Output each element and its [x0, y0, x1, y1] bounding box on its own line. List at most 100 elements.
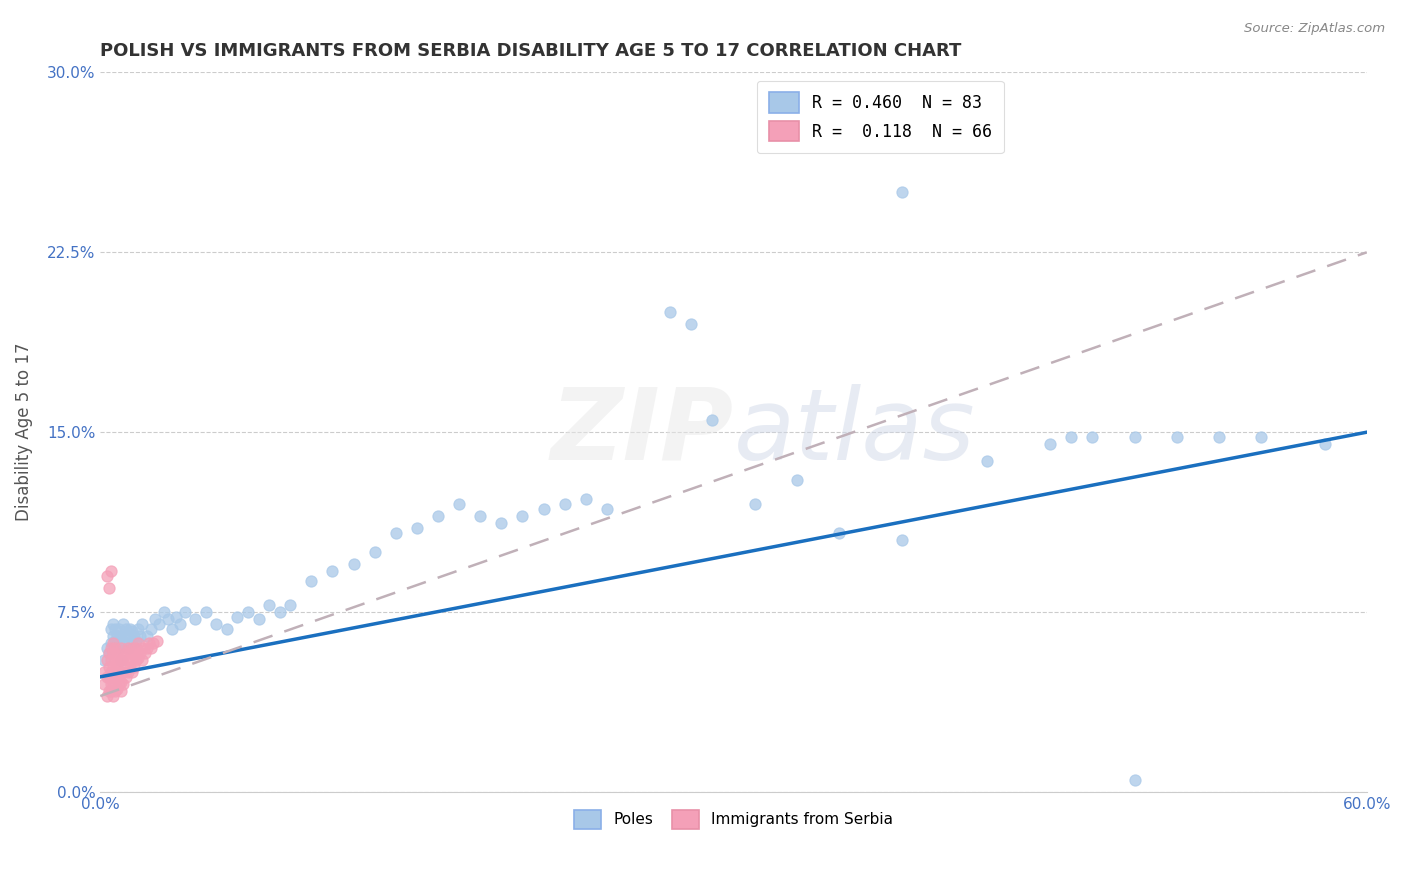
Point — [236, 605, 259, 619]
Point — [117, 653, 139, 667]
Point — [96, 569, 118, 583]
Point — [114, 646, 136, 660]
Point — [269, 605, 291, 619]
Point — [101, 629, 124, 643]
Point — [100, 636, 122, 650]
Point — [533, 502, 555, 516]
Point — [100, 677, 122, 691]
Point — [160, 622, 183, 636]
Point — [129, 646, 152, 660]
Point — [575, 492, 598, 507]
Point — [101, 689, 124, 703]
Point — [891, 186, 914, 200]
Point — [97, 670, 120, 684]
Point — [828, 525, 851, 540]
Point — [104, 641, 127, 656]
Point — [127, 622, 149, 636]
Point — [139, 641, 162, 656]
Point — [96, 653, 118, 667]
Point — [108, 622, 131, 636]
Point — [112, 617, 135, 632]
Point — [165, 610, 187, 624]
Point — [342, 557, 364, 571]
Point — [363, 545, 385, 559]
Point — [114, 629, 136, 643]
Point — [114, 670, 136, 684]
Point — [554, 497, 576, 511]
Point — [121, 665, 143, 679]
Point — [96, 689, 118, 703]
Point — [152, 605, 174, 619]
Point — [112, 633, 135, 648]
Point — [110, 641, 132, 656]
Point — [101, 617, 124, 632]
Point — [108, 653, 131, 667]
Point — [134, 646, 156, 660]
Point — [104, 684, 127, 698]
Point — [1060, 430, 1083, 444]
Point — [100, 564, 122, 578]
Point — [125, 641, 148, 656]
Point — [1250, 430, 1272, 444]
Point — [110, 684, 132, 698]
Point — [257, 598, 280, 612]
Point — [108, 636, 131, 650]
Point — [121, 653, 143, 667]
Point — [117, 641, 139, 656]
Point — [97, 646, 120, 660]
Point — [101, 660, 124, 674]
Point — [108, 665, 131, 679]
Point — [156, 612, 179, 626]
Point — [114, 660, 136, 674]
Point — [405, 521, 427, 535]
Point — [93, 677, 115, 691]
Point — [194, 605, 217, 619]
Point — [100, 641, 122, 656]
Point — [93, 653, 115, 667]
Point — [108, 677, 131, 691]
Point — [118, 660, 141, 674]
Point — [97, 684, 120, 698]
Point — [125, 633, 148, 648]
Point — [278, 598, 301, 612]
Point — [1313, 437, 1336, 451]
Text: Source: ZipAtlas.com: Source: ZipAtlas.com — [1244, 22, 1385, 36]
Point — [105, 670, 128, 684]
Point — [470, 509, 492, 524]
Legend: Poles, Immigrants from Serbia: Poles, Immigrants from Serbia — [568, 804, 900, 835]
Point — [131, 617, 153, 632]
Point — [143, 612, 166, 626]
Text: ZIP: ZIP — [551, 384, 734, 481]
Point — [105, 657, 128, 672]
Point — [1039, 437, 1062, 451]
Point — [215, 622, 238, 636]
Point — [117, 665, 139, 679]
Text: atlas: atlas — [734, 384, 976, 481]
Point — [122, 646, 145, 660]
Point — [112, 677, 135, 691]
Point — [96, 670, 118, 684]
Point — [97, 660, 120, 674]
Point — [184, 612, 207, 626]
Point — [96, 641, 118, 656]
Point — [129, 629, 152, 643]
Point — [135, 641, 157, 656]
Point — [93, 665, 115, 679]
Point — [1123, 430, 1146, 444]
Point — [110, 629, 132, 643]
Point — [596, 502, 619, 516]
Point — [1081, 430, 1104, 444]
Point — [122, 660, 145, 674]
Point — [100, 684, 122, 698]
Point — [321, 564, 343, 578]
Point — [121, 624, 143, 639]
Point — [121, 636, 143, 650]
Point — [104, 653, 127, 667]
Point — [101, 670, 124, 684]
Point — [131, 641, 153, 656]
Point — [449, 497, 471, 511]
Point — [1208, 430, 1230, 444]
Point — [125, 653, 148, 667]
Point — [786, 473, 808, 487]
Point — [100, 622, 122, 636]
